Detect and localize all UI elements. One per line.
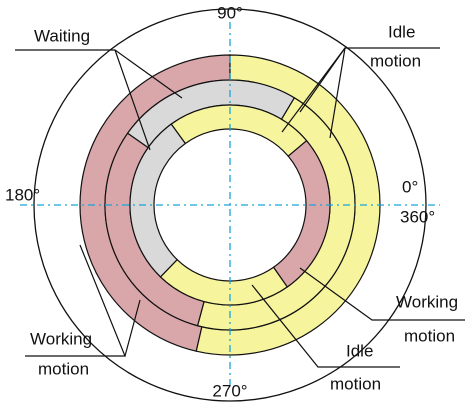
label-working-right-1: Working: [396, 292, 458, 311]
label-working-left-1: Working: [30, 329, 92, 348]
label-working-left-2: motion: [38, 359, 89, 378]
label-working-right-2: motion: [404, 326, 455, 345]
label-idle-bottom-2: motion: [330, 374, 381, 393]
leader: [251, 284, 400, 368]
angle-0: 0°: [402, 177, 418, 196]
leader: [299, 47, 346, 113]
label-idle-top-1: Idle: [388, 22, 415, 41]
angle-180: 180°: [5, 185, 40, 204]
angle-90: 90°: [217, 3, 243, 22]
label-idle-top-2: motion: [370, 51, 421, 70]
outer-circle: [33, 8, 427, 402]
angle-270: 270°: [212, 381, 247, 400]
leader: [329, 47, 346, 139]
angle-360: 360°: [400, 207, 435, 226]
leader: [299, 267, 465, 321]
label-waiting: Waiting: [34, 26, 90, 45]
leader: [114, 49, 151, 151]
leader: [124, 299, 141, 357]
ring-segment: [272, 139, 331, 288]
label-idle-bottom-1: Idle: [346, 341, 373, 360]
rings: [79, 54, 381, 356]
